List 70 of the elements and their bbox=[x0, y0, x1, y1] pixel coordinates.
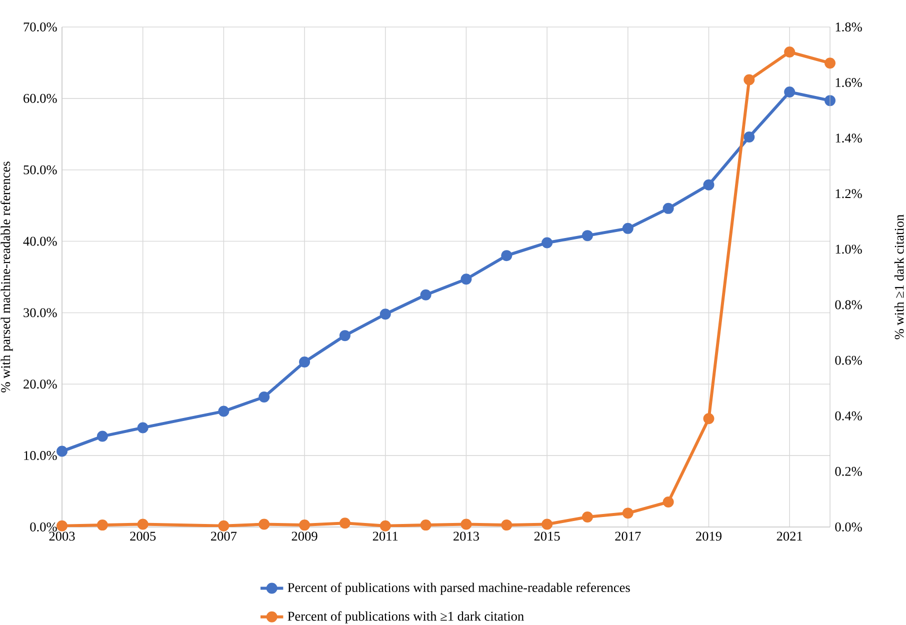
point bbox=[258, 518, 270, 530]
legend-label: Percent of publications with parsed machine-readable references bbox=[288, 582, 630, 595]
point bbox=[542, 237, 553, 248]
x-tick-label: 2017 bbox=[615, 532, 641, 541]
point bbox=[460, 518, 472, 530]
point bbox=[703, 179, 714, 190]
x-tick-label: 2013 bbox=[454, 532, 479, 541]
x-tick-label: 2021 bbox=[776, 532, 802, 541]
point bbox=[622, 508, 634, 519]
point bbox=[662, 202, 674, 214]
x-tick-label: 2009 bbox=[292, 532, 318, 541]
y2-tick-label: 0.4% bbox=[835, 411, 862, 420]
y2-tick-label: 1.4% bbox=[836, 134, 862, 143]
point bbox=[703, 413, 714, 424]
point bbox=[784, 46, 796, 58]
point bbox=[420, 289, 432, 300]
point bbox=[460, 274, 472, 285]
y-tick-label: 20.0% bbox=[24, 380, 57, 389]
point bbox=[137, 422, 148, 434]
point bbox=[56, 520, 68, 532]
point bbox=[218, 406, 230, 417]
y2-axis-title: % with ≥1 dark citation bbox=[894, 214, 904, 340]
point bbox=[380, 520, 391, 532]
point bbox=[501, 520, 512, 531]
point bbox=[339, 518, 350, 529]
point bbox=[744, 74, 755, 86]
y2-tick-label: 0.6% bbox=[835, 356, 862, 365]
point bbox=[137, 518, 148, 530]
point bbox=[96, 520, 108, 531]
y-tick-label: 70.0% bbox=[24, 22, 57, 32]
point bbox=[744, 132, 755, 142]
legend-label: Percent of publications with ≥1 dark citation bbox=[288, 611, 524, 624]
y-tick-label: 0.0% bbox=[30, 522, 57, 532]
point bbox=[582, 230, 593, 242]
y2-tick-label: 1.2% bbox=[836, 189, 862, 198]
y2-tick-label: 1.0% bbox=[836, 244, 862, 254]
x-tick-label: 2003 bbox=[49, 532, 75, 541]
x-tick-label: 2015 bbox=[534, 532, 560, 541]
y-tick-label: 10.0% bbox=[24, 451, 57, 460]
point bbox=[96, 430, 108, 442]
point bbox=[299, 356, 310, 368]
y-axis-title: % with parsed machine-readable references bbox=[0, 162, 13, 392]
x-tick-label: 2011 bbox=[372, 532, 398, 541]
point bbox=[420, 520, 432, 531]
y2-tick-label: 0.0% bbox=[835, 522, 862, 532]
y2-tick-label: 0.8% bbox=[835, 300, 862, 310]
x-tick-label: 2005 bbox=[130, 532, 156, 541]
point bbox=[339, 330, 350, 342]
point bbox=[824, 58, 836, 69]
point bbox=[299, 520, 310, 531]
point bbox=[218, 520, 230, 532]
x-tick-label: 2007 bbox=[210, 532, 237, 541]
y-tick-label: 30.0% bbox=[24, 308, 57, 318]
y-tick-label: 60.0% bbox=[24, 94, 57, 103]
point bbox=[582, 512, 593, 522]
y2-tick-label: 0.2% bbox=[835, 466, 862, 476]
point bbox=[824, 95, 836, 106]
y-tick-label: 40.0% bbox=[23, 236, 57, 246]
point bbox=[542, 518, 553, 530]
point bbox=[501, 250, 512, 262]
x-tick-label: 2019 bbox=[696, 532, 722, 541]
y2-tick-label: 1.8% bbox=[836, 22, 862, 32]
y-tick-label: 50.0% bbox=[24, 165, 57, 174]
point bbox=[622, 222, 634, 234]
point bbox=[380, 308, 391, 320]
point bbox=[784, 86, 796, 98]
point bbox=[258, 392, 270, 402]
point bbox=[56, 446, 68, 457]
point bbox=[662, 496, 674, 508]
y2-tick-label: 1.6% bbox=[836, 78, 862, 88]
